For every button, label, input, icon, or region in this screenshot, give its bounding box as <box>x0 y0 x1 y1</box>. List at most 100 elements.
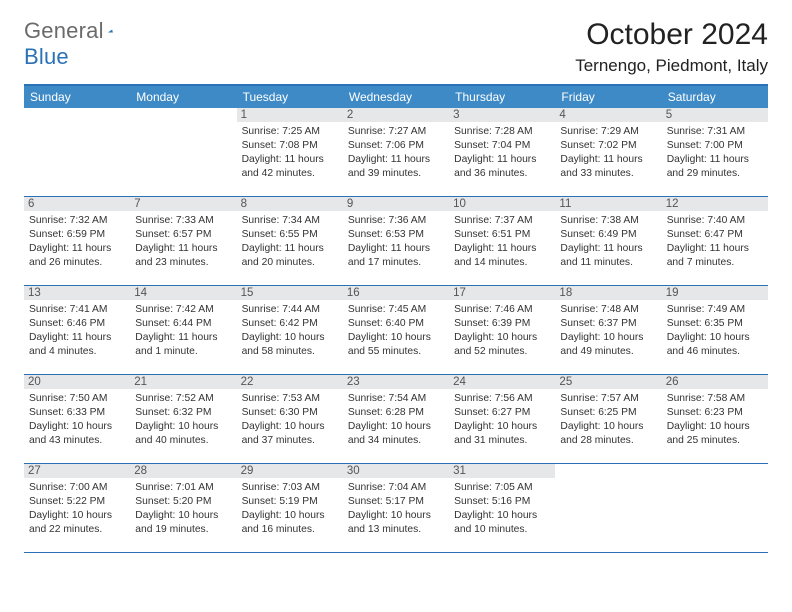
day-number: 17 <box>449 286 555 300</box>
day-cell: 19Sunrise: 7:49 AMSunset: 6:35 PMDayligh… <box>662 286 768 374</box>
sunset-text: Sunset: 6:55 PM <box>242 228 338 242</box>
day-number: 26 <box>662 375 768 389</box>
day-number: 3 <box>449 108 555 122</box>
daylight-text: Daylight: 11 hours and 1 minute. <box>135 331 231 359</box>
sunset-text: Sunset: 7:08 PM <box>242 139 338 153</box>
daylight-text: Daylight: 10 hours and 16 minutes. <box>242 509 338 537</box>
sunrise-text: Sunrise: 7:32 AM <box>29 214 125 228</box>
daylight-text: Daylight: 11 hours and 36 minutes. <box>454 153 550 181</box>
location-label: Ternengo, Piedmont, Italy <box>575 56 768 76</box>
day-body: Sunrise: 7:45 AMSunset: 6:40 PMDaylight:… <box>348 303 444 359</box>
sunset-text: Sunset: 5:19 PM <box>242 495 338 509</box>
sunrise-text: Sunrise: 7:44 AM <box>242 303 338 317</box>
sunset-text: Sunset: 6:40 PM <box>348 317 444 331</box>
sunset-text: Sunset: 6:32 PM <box>135 406 231 420</box>
day-cell: 22Sunrise: 7:53 AMSunset: 6:30 PMDayligh… <box>237 375 343 463</box>
sunset-text: Sunset: 5:22 PM <box>29 495 125 509</box>
day-number <box>130 108 236 110</box>
sunrise-text: Sunrise: 7:48 AM <box>560 303 656 317</box>
sunset-text: Sunset: 6:42 PM <box>242 317 338 331</box>
day-body: Sunrise: 7:37 AMSunset: 6:51 PMDaylight:… <box>454 214 550 270</box>
weekday-header: Saturday <box>662 86 768 108</box>
header: General October 2024 Ternengo, Piedmont,… <box>24 18 768 76</box>
day-number: 1 <box>237 108 343 122</box>
sunrise-text: Sunrise: 7:49 AM <box>667 303 763 317</box>
day-cell: 31Sunrise: 7:05 AMSunset: 5:16 PMDayligh… <box>449 464 555 552</box>
sunrise-text: Sunrise: 7:03 AM <box>242 481 338 495</box>
day-cell: 29Sunrise: 7:03 AMSunset: 5:19 PMDayligh… <box>237 464 343 552</box>
sunset-text: Sunset: 6:33 PM <box>29 406 125 420</box>
day-number: 21 <box>130 375 236 389</box>
day-body: Sunrise: 7:48 AMSunset: 6:37 PMDaylight:… <box>560 303 656 359</box>
day-body: Sunrise: 7:00 AMSunset: 5:22 PMDaylight:… <box>29 481 125 537</box>
daylight-text: Daylight: 11 hours and 20 minutes. <box>242 242 338 270</box>
day-number: 6 <box>24 197 130 211</box>
day-cell: 18Sunrise: 7:48 AMSunset: 6:37 PMDayligh… <box>555 286 661 374</box>
sunrise-text: Sunrise: 7:54 AM <box>348 392 444 406</box>
day-body: Sunrise: 7:25 AMSunset: 7:08 PMDaylight:… <box>242 125 338 181</box>
daylight-text: Daylight: 11 hours and 23 minutes. <box>135 242 231 270</box>
daylight-text: Daylight: 11 hours and 29 minutes. <box>667 153 763 181</box>
title-block: October 2024 Ternengo, Piedmont, Italy <box>575 18 768 76</box>
weekday-header: Thursday <box>449 86 555 108</box>
daylight-text: Daylight: 10 hours and 22 minutes. <box>29 509 125 537</box>
day-number: 10 <box>449 197 555 211</box>
day-cell: 17Sunrise: 7:46 AMSunset: 6:39 PMDayligh… <box>449 286 555 374</box>
sunrise-text: Sunrise: 7:41 AM <box>29 303 125 317</box>
day-number: 9 <box>343 197 449 211</box>
day-number: 11 <box>555 197 661 211</box>
day-body: Sunrise: 7:36 AMSunset: 6:53 PMDaylight:… <box>348 214 444 270</box>
day-number: 27 <box>24 464 130 478</box>
weeks-container: 1 Sunrise: 7:25 AMSunset: 7:08 PMDaylight… <box>24 108 768 553</box>
day-number: 24 <box>449 375 555 389</box>
day-cell: 28Sunrise: 7:01 AMSunset: 5:20 PMDayligh… <box>130 464 236 552</box>
day-body: Sunrise: 7:04 AMSunset: 5:17 PMDaylight:… <box>348 481 444 537</box>
day-cell: 21Sunrise: 7:52 AMSunset: 6:32 PMDayligh… <box>130 375 236 463</box>
day-number <box>24 108 130 110</box>
daylight-text: Daylight: 11 hours and 7 minutes. <box>667 242 763 270</box>
day-cell: 30 Sunrise: 7:04 AMSunset: 5:17 PMDayligh… <box>343 464 449 552</box>
sunrise-text: Sunrise: 7:46 AM <box>454 303 550 317</box>
day-cell: 8 Sunrise: 7:34 AMSunset: 6:55 PMDaylight… <box>237 197 343 285</box>
sunset-text: Sunset: 7:04 PM <box>454 139 550 153</box>
day-number <box>662 464 768 466</box>
day-cell: 15Sunrise: 7:44 AMSunset: 6:42 PMDayligh… <box>237 286 343 374</box>
day-body: Sunrise: 7:41 AMSunset: 6:46 PMDaylight:… <box>29 303 125 359</box>
day-body: Sunrise: 7:38 AMSunset: 6:49 PMDaylight:… <box>560 214 656 270</box>
daylight-text: Daylight: 10 hours and 19 minutes. <box>135 509 231 537</box>
daylight-text: Daylight: 11 hours and 42 minutes. <box>242 153 338 181</box>
day-number: 22 <box>237 375 343 389</box>
weekday-header: Monday <box>130 86 236 108</box>
sunrise-text: Sunrise: 7:28 AM <box>454 125 550 139</box>
sunset-text: Sunset: 6:49 PM <box>560 228 656 242</box>
sunset-text: Sunset: 6:46 PM <box>29 317 125 331</box>
daylight-text: Daylight: 11 hours and 14 minutes. <box>454 242 550 270</box>
day-cell: 13 Sunrise: 7:41 AMSunset: 6:46 PMDayligh… <box>24 286 130 374</box>
daylight-text: Daylight: 10 hours and 40 minutes. <box>135 420 231 448</box>
logo: General <box>24 18 136 44</box>
day-cell: 20Sunrise: 7:50 AMSunset: 6:33 PMDayligh… <box>24 375 130 463</box>
day-cell: 26 Sunrise: 7:58 AMSunset: 6:23 PMDayligh… <box>662 375 768 463</box>
day-number: 13 <box>24 286 130 300</box>
sunset-text: Sunset: 6:28 PM <box>348 406 444 420</box>
day-number: 7 <box>130 197 236 211</box>
daylight-text: Daylight: 10 hours and 10 minutes. <box>454 509 550 537</box>
sunset-text: Sunset: 6:57 PM <box>135 228 231 242</box>
day-body: Sunrise: 7:40 AMSunset: 6:47 PMDaylight:… <box>667 214 763 270</box>
sunrise-text: Sunrise: 7:27 AM <box>348 125 444 139</box>
day-body: Sunrise: 7:42 AMSunset: 6:44 PMDaylight:… <box>135 303 231 359</box>
day-number: 8 <box>237 197 343 211</box>
day-cell: 25Sunrise: 7:57 AMSunset: 6:25 PMDayligh… <box>555 375 661 463</box>
day-number: 30 <box>343 464 449 478</box>
day-cell: 6Sunrise: 7:32 AMSunset: 6:59 PMDaylight… <box>24 197 130 285</box>
day-body: Sunrise: 7:58 AMSunset: 6:23 PMDaylight:… <box>667 392 763 448</box>
daylight-text: Daylight: 10 hours and 58 minutes. <box>242 331 338 359</box>
sunrise-text: Sunrise: 7:33 AM <box>135 214 231 228</box>
day-body: Sunrise: 7:34 AMSunset: 6:55 PMDaylight:… <box>242 214 338 270</box>
sunset-text: Sunset: 5:17 PM <box>348 495 444 509</box>
sunset-text: Sunset: 6:23 PM <box>667 406 763 420</box>
day-cell: 16Sunrise: 7:45 AMSunset: 6:40 PMDayligh… <box>343 286 449 374</box>
daylight-text: Daylight: 11 hours and 33 minutes. <box>560 153 656 181</box>
day-number: 28 <box>130 464 236 478</box>
day-cell: 2Sunrise: 7:27 AMSunset: 7:06 PMDaylight… <box>343 108 449 196</box>
